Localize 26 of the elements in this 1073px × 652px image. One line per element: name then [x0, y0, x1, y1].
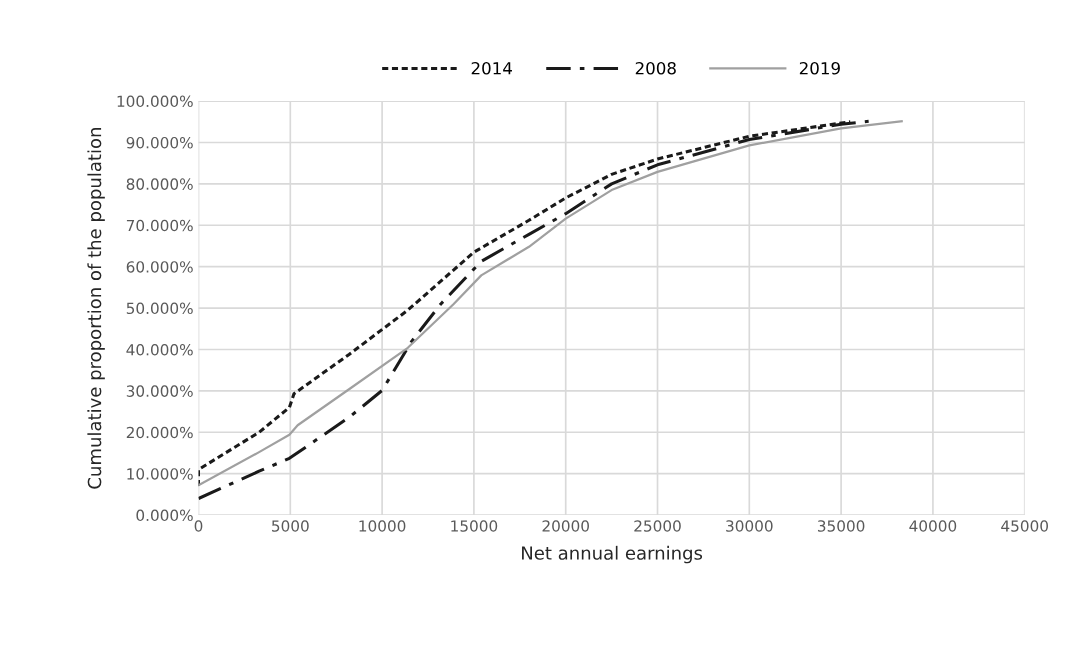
y-tick-label: 20.000% — [126, 426, 193, 439]
x-tick-label: 15000 — [451, 520, 498, 532]
y-tick-label: 40.000% — [126, 343, 193, 356]
y-tick-label: 0.000% — [136, 509, 193, 522]
legend-label: 2019 — [799, 61, 840, 75]
x-tick-label: 20000 — [542, 520, 589, 532]
y-tick-label: 10.000% — [127, 468, 193, 480]
x-tick-label: 35000 — [817, 520, 865, 532]
x-tick-label: 40000 — [909, 520, 957, 532]
y-tick-label: 100.000% — [117, 95, 193, 108]
x-tick-label: 0 — [194, 520, 203, 532]
x-tick-label: 10000 — [359, 520, 406, 532]
x-tick-label: 25000 — [634, 520, 681, 532]
x-tick-label: 5000 — [272, 520, 309, 532]
y-tick-label: 80.000% — [126, 178, 193, 190]
y-axis-title: Cumulative proportion of the population — [87, 128, 105, 489]
y-tick-label: 60.000% — [126, 261, 193, 273]
y-tick-label: 70.000% — [126, 219, 193, 232]
x-axis-title: Net annual earnings — [522, 545, 703, 564]
y-tick-label: 90.000% — [126, 136, 193, 149]
y-tick-label: 50.000% — [126, 302, 193, 315]
x-tick-label: 30000 — [726, 520, 773, 532]
x-tick-label: 45000 — [1001, 520, 1048, 532]
y-tick-label: 30.000% — [126, 385, 193, 397]
legend-label: 2014 — [471, 61, 512, 75]
legend-label: 2008 — [635, 61, 676, 75]
